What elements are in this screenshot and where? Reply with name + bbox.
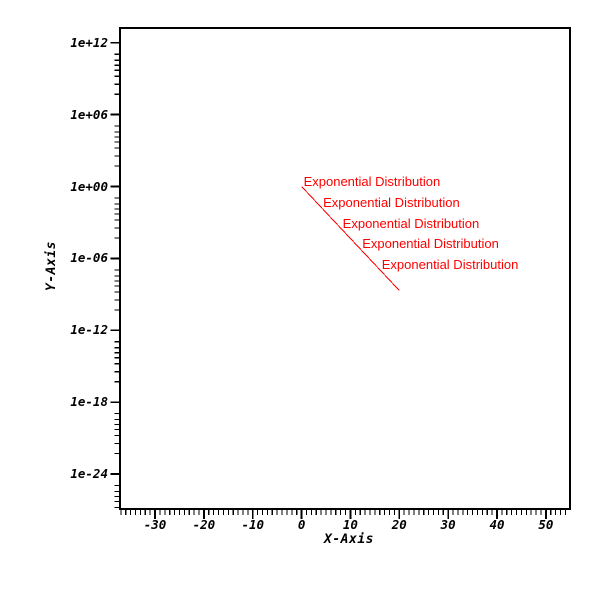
plot-frame bbox=[119, 27, 571, 510]
x-tick-label: -10 bbox=[241, 517, 265, 532]
series-annotation: Exponential Distribution bbox=[342, 215, 480, 231]
y-tick-label: 1e-12 bbox=[70, 322, 108, 338]
x-tick-label: -20 bbox=[192, 517, 216, 532]
data-line bbox=[301, 186, 400, 291]
x-tick-label: 20 bbox=[391, 517, 407, 532]
x-tick-label: 50 bbox=[538, 517, 554, 532]
y-tick-label: 1e-24 bbox=[70, 466, 108, 482]
x-axis-title: X-Axis bbox=[324, 532, 374, 547]
x-tick-label: 0 bbox=[297, 517, 306, 532]
x-tick-label: 30 bbox=[440, 517, 456, 532]
x-tick-label: -30 bbox=[143, 517, 167, 532]
y-tick-label: 1e-18 bbox=[70, 394, 108, 410]
series-annotation: Exponential Distribution bbox=[381, 257, 519, 273]
y-tick-label: 1e+00 bbox=[70, 178, 108, 194]
y-tick-label: 1e+12 bbox=[70, 34, 108, 50]
series-annotation: Exponential Distribution bbox=[303, 174, 441, 189]
x-tick-label: 40 bbox=[489, 517, 505, 532]
y-tick-label: 1e-06 bbox=[70, 250, 108, 266]
y-tick-label: 1e+06 bbox=[70, 106, 108, 122]
series-annotation: Exponential Distribution bbox=[362, 236, 499, 252]
x-tick-label: 10 bbox=[342, 517, 358, 532]
series-annotation: Exponential Distribution bbox=[323, 194, 460, 210]
y-axis-title: Y-Axis bbox=[44, 241, 59, 291]
